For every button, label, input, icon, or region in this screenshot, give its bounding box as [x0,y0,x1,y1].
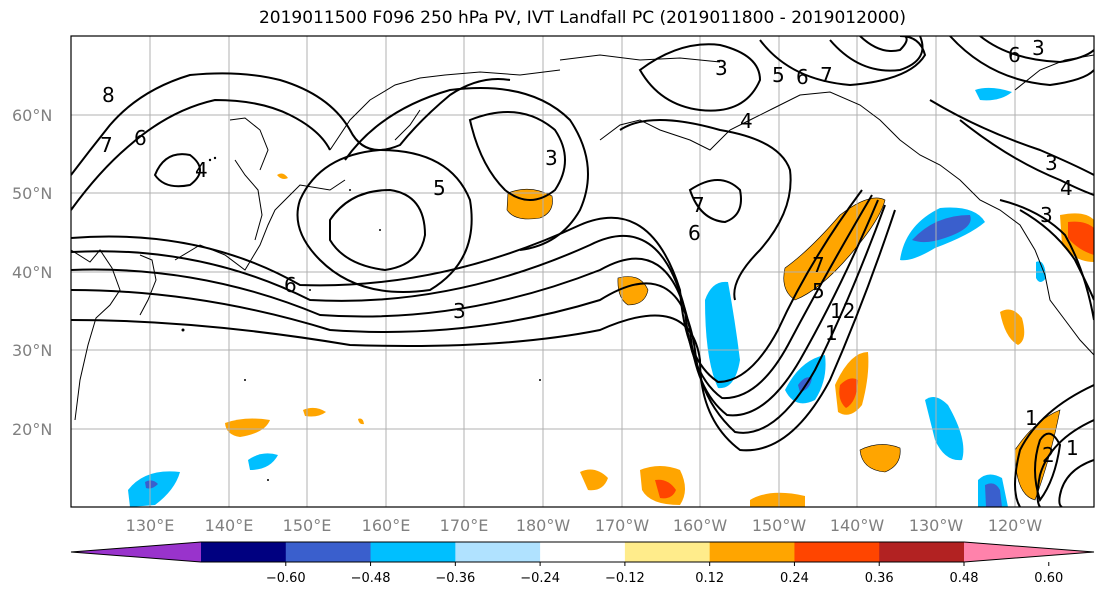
coastlines [71,54,1094,421]
shade-darkblue-blob [145,480,158,489]
contour-label: 6 [134,126,147,150]
colorbar-extend-low [71,542,201,562]
lon-label: 140°W [830,516,885,535]
shade-blue-blob [975,87,1012,101]
contour-label: 7 [820,63,833,87]
lon-label: 130°E [126,516,175,535]
contour-label: 5 [772,63,785,87]
contour-label: 7 [100,133,113,157]
colorbar-outline [70,541,1095,563]
colorbar-tick-label: 0.60 [1034,571,1063,586]
shade-darkblue-blob [985,483,1002,507]
shade-orange-blob [750,492,805,507]
lon-label: 170°W [595,516,650,535]
shade-orange-blob [783,197,886,301]
colorbar-swatch [455,542,541,562]
shade-blue-blob [705,281,740,389]
shade-blue-blob [248,453,278,470]
contour-label: 4 [1060,176,1073,200]
contour-label: 12 [830,299,855,323]
pv-contours [71,36,1094,507]
contour-label: 2 [1042,443,1055,467]
contour-label: 6 [688,221,701,245]
colorbar-tick-label: −0.36 [435,571,475,586]
contour-label: 3 [453,299,466,323]
contour-label: 1 [825,321,838,345]
contour-label: 4 [740,109,753,133]
colorbar-tick-label: −0.24 [520,571,560,586]
shade-red-blob [1068,221,1094,255]
lon-label: 150°E [283,516,332,535]
colorbar-swatch [370,542,456,562]
colorbar-swatch [540,542,626,562]
colorbar-swatch [709,542,795,562]
shade-red-blob [655,479,676,499]
shade-orange-blob [1000,309,1025,345]
colorbar-tick-label: 0.36 [865,571,894,586]
shade-blue-blob [128,471,180,507]
shade-orange-blob [277,173,288,179]
shade-darkblue-blob [912,215,971,243]
colorbar-tick-label: −0.12 [605,571,645,586]
lon-label: 120°W [988,516,1043,535]
contour-label: 1 [1066,436,1079,460]
shade-orange-blob [506,188,553,220]
lat-label: 20°N [12,420,52,439]
colorbar-tick-label: 0.24 [780,571,809,586]
contour-label: 6 [1008,43,1021,67]
contour-label: 7 [692,193,705,217]
contour-label: 5 [433,176,446,200]
longitude-labels: 130°E 140°E 150°E 160°E 170°E 180°W 170°… [126,516,1043,535]
colorbar-tick-label: 0.48 [950,571,979,586]
shade-orange-blob [358,418,364,425]
contour-label: 3 [545,146,558,170]
lat-label: 40°N [12,263,52,282]
contour-label: 1 [1025,406,1038,430]
shade-orange-blob [580,469,608,491]
contour-label: 6 [284,273,297,297]
shade-orange-blob [225,418,270,437]
colorbar-tick-label: 0.12 [695,571,724,586]
contour-label: 3 [715,56,728,80]
lon-label: 160°E [362,516,411,535]
lon-label: 180°W [516,516,571,535]
colorbar-swatch [794,542,880,562]
colorbar-swatch [285,542,372,562]
contour-label: 3 [1045,151,1058,175]
lon-label: 160°W [673,516,728,535]
lon-label: 130°W [909,516,964,535]
latitude-labels: 60°N 50°N 40°N 30°N 20°N [12,106,52,439]
shade-red-blob [839,378,858,408]
contour-label: 5 [812,279,825,303]
map-title: 2019011500 F096 250 hPa PV, IVT Landfall… [258,8,906,28]
lon-label: 140°E [205,516,254,535]
islands [181,156,541,481]
colorbar: −0.60 −0.48 −0.36 −0.24 −0.12 0.12 0.24 0.36 0.4… [70,541,1095,586]
lon-label: 150°W [752,516,807,535]
lat-label: 30°N [12,341,52,360]
lat-label: 50°N [12,184,52,203]
colorbar-tick-label: −0.48 [351,571,391,586]
contour-label: 4 [195,158,208,182]
map-frame [70,35,1095,508]
contour-label: 8 [102,83,115,107]
lon-label: 170°E [440,516,489,535]
contour-label: 3 [1040,203,1053,227]
colorbar-swatch [879,542,965,562]
colorbar-extend-high [964,542,1094,562]
contour-label: 7 [812,253,825,277]
contour-labels: 8 7 6 4 6 5 3 3 5 6 7 3 4 3 7 6 6 3 7 5 … [100,36,1079,467]
colorbar-swatch [624,542,711,562]
colorbar-tick-label: −0.60 [266,571,306,586]
colorbar-swatch [201,542,287,562]
contour-label: 3 [1032,36,1045,60]
contour-label: 6 [796,65,809,89]
shade-orange-blob [859,444,901,473]
shade-orange-blob [303,407,326,417]
lat-label: 60°N [12,106,52,125]
